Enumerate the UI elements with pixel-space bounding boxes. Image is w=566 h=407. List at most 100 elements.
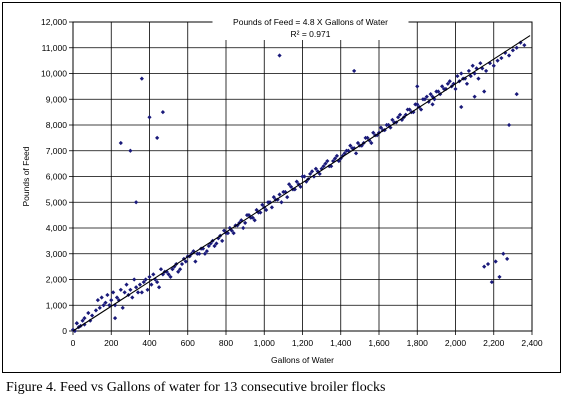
data-point bbox=[476, 76, 481, 81]
data-point bbox=[451, 81, 456, 86]
data-point bbox=[151, 272, 156, 277]
y-axis-title: Pounds of Feed bbox=[21, 146, 31, 206]
data-point bbox=[426, 99, 431, 104]
data-point bbox=[206, 243, 211, 249]
x-tick-label: 400 bbox=[142, 338, 156, 348]
data-point bbox=[355, 140, 361, 146]
data-point bbox=[80, 318, 85, 323]
data-point bbox=[220, 238, 225, 243]
x-tick-label: 1,600 bbox=[368, 338, 390, 348]
data-point bbox=[514, 45, 519, 50]
data-point bbox=[156, 285, 162, 290]
x-tick-label: 2,200 bbox=[483, 338, 505, 348]
data-point bbox=[214, 241, 219, 246]
data-point bbox=[344, 148, 349, 153]
data-point bbox=[436, 89, 441, 94]
annotation: Pounds of Feed = 4.8 X Gallons of Water … bbox=[212, 17, 409, 40]
y-tick-label: 2,000 bbox=[46, 275, 68, 285]
data-point bbox=[114, 295, 120, 300]
data-point bbox=[118, 140, 123, 146]
data-point bbox=[241, 225, 246, 231]
data-point bbox=[478, 61, 483, 66]
data-point bbox=[459, 71, 464, 76]
data-point bbox=[74, 321, 79, 326]
data-point bbox=[505, 256, 510, 261]
x-tick-label: 2,000 bbox=[445, 338, 467, 348]
y-tick-label: 6,000 bbox=[46, 172, 68, 182]
data-point bbox=[514, 92, 519, 97]
data-point bbox=[82, 316, 87, 321]
figure-caption: Figure 4. Feed vs Gallons of water for 1… bbox=[6, 380, 386, 395]
data-point bbox=[415, 84, 420, 89]
data-point bbox=[109, 298, 114, 303]
data-point bbox=[447, 79, 452, 84]
data-point bbox=[202, 251, 208, 256]
x-tick-label: 800 bbox=[219, 338, 233, 348]
data-point bbox=[86, 310, 91, 316]
data-point bbox=[403, 112, 408, 117]
data-point bbox=[279, 200, 284, 205]
x-tick-label: 1,200 bbox=[292, 338, 314, 348]
data-point bbox=[453, 86, 458, 92]
data-point bbox=[396, 115, 401, 120]
data-point bbox=[493, 259, 498, 264]
data-point bbox=[506, 122, 512, 128]
data-point bbox=[99, 295, 104, 300]
data-point bbox=[178, 267, 183, 272]
data-point bbox=[388, 125, 393, 130]
chart-frame: 0 200 400 600 800 1,000 1,200 1,400 1,600 1,800 2,… bbox=[2, 2, 561, 373]
data-point bbox=[482, 89, 487, 94]
data-point bbox=[430, 102, 435, 107]
data-point bbox=[323, 161, 328, 166]
data-point bbox=[428, 92, 433, 97]
data-point bbox=[474, 66, 479, 71]
data-point bbox=[277, 192, 282, 197]
data-point bbox=[353, 151, 359, 156]
data-point bbox=[267, 200, 273, 205]
data-point bbox=[489, 279, 494, 285]
data-point bbox=[285, 195, 290, 200]
data-point bbox=[501, 251, 506, 256]
data-point bbox=[90, 313, 95, 318]
data-point bbox=[105, 292, 110, 298]
y-tick-label: 5,000 bbox=[46, 197, 68, 207]
data-point bbox=[459, 104, 464, 110]
data-point bbox=[374, 133, 380, 138]
data-point bbox=[363, 135, 368, 140]
data-point bbox=[269, 205, 274, 210]
data-point bbox=[141, 279, 146, 285]
x-tick-label: 600 bbox=[181, 338, 195, 348]
data-point bbox=[367, 138, 372, 143]
data-point bbox=[298, 184, 303, 189]
data-point bbox=[397, 112, 403, 117]
data-point bbox=[294, 179, 299, 184]
data-point bbox=[164, 269, 169, 274]
data-point bbox=[311, 174, 317, 179]
data-point bbox=[313, 166, 318, 171]
y-tick-label: 12,000 bbox=[41, 17, 67, 27]
data-point bbox=[317, 171, 322, 177]
data-point bbox=[497, 274, 502, 280]
data-point bbox=[179, 261, 185, 267]
data-point bbox=[348, 143, 353, 148]
data-point bbox=[112, 316, 118, 321]
data-point bbox=[122, 290, 127, 295]
data-point bbox=[485, 261, 491, 267]
data-point bbox=[522, 43, 527, 48]
data-point bbox=[124, 282, 129, 287]
data-point bbox=[143, 277, 148, 282]
data-point bbox=[405, 107, 410, 112]
scatter-chart: 0 200 400 600 800 1,000 1,200 1,400 1,600 1,800 2,… bbox=[21, 17, 543, 365]
data-point bbox=[147, 115, 152, 120]
data-point bbox=[418, 107, 424, 112]
annotation-background bbox=[212, 17, 409, 40]
y-tick-label: 8,000 bbox=[46, 120, 68, 130]
data-point bbox=[134, 285, 139, 290]
data-point bbox=[325, 158, 330, 164]
data-point bbox=[464, 81, 470, 86]
data-point bbox=[315, 169, 320, 174]
data-point bbox=[424, 94, 429, 99]
data-point bbox=[390, 117, 395, 122]
data-point bbox=[445, 81, 450, 86]
data-point bbox=[160, 110, 165, 115]
